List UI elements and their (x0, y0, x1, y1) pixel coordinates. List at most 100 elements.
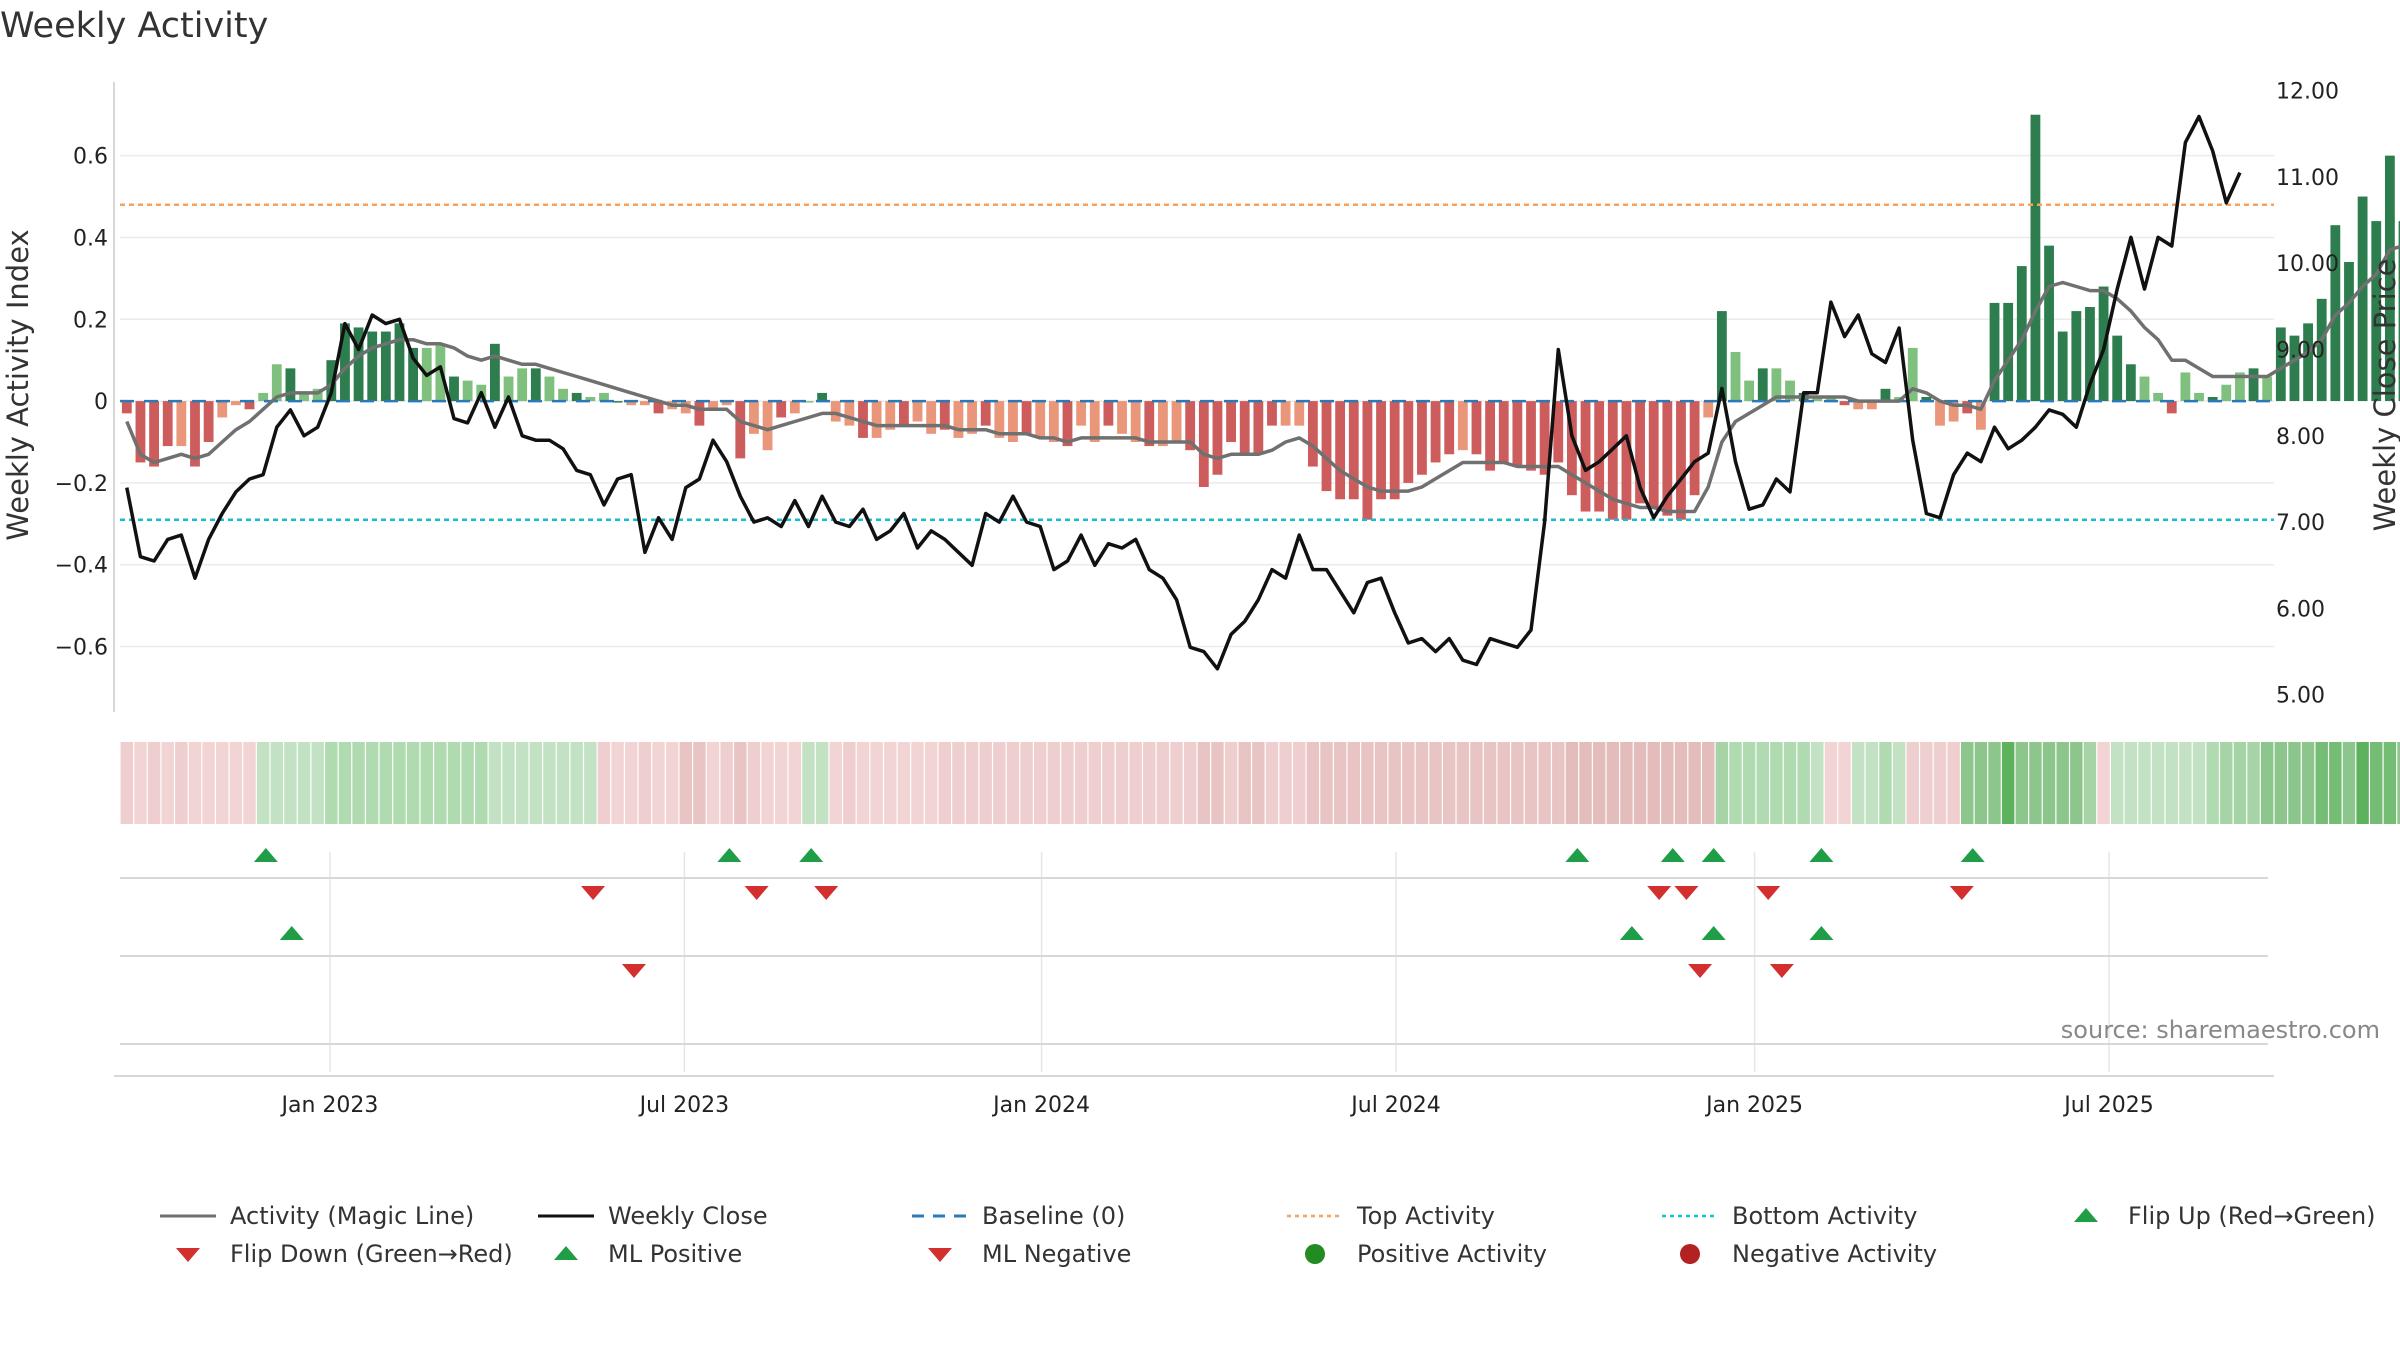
heatmap-cell (1783, 742, 1797, 824)
heatmap-cell (2138, 742, 2151, 824)
activity-bar (1853, 401, 1864, 410)
legend-label: ML Positive (608, 1240, 743, 1268)
flip-row-up-marker (1565, 848, 1590, 862)
heatmap-cell (1797, 742, 1810, 824)
activity-bar (1035, 401, 1046, 438)
activity-bar (2275, 327, 2286, 402)
heatmap-cell (1415, 742, 1429, 824)
activity-bar (1948, 401, 1959, 422)
heatmap-cell (1851, 742, 1865, 824)
legend-label: Flip Down (Green→Red) (230, 1240, 513, 1268)
activity-bar (517, 368, 528, 402)
heatmap-cell (556, 742, 570, 824)
activity-bar (1253, 401, 1264, 455)
activity-bar (271, 364, 282, 402)
activity-bar (1198, 401, 1209, 487)
activity-bar (1158, 401, 1168, 447)
chart-legend: Activity (Magic Line) Weekly Close Baselin… (160, 1202, 2380, 1278)
flip-row-down-marker (581, 886, 606, 900)
line-dotted-cyan-icon (1662, 1214, 1718, 1218)
activity-bar (1389, 401, 1400, 500)
x-tick-label: Jan 2025 (1704, 1093, 1803, 1118)
activity-bar (1580, 401, 1591, 512)
heatmap-cell (1552, 742, 1565, 824)
heatmap-cell (1456, 742, 1470, 824)
heatmap-cell (2220, 742, 2233, 824)
activity-bar (1280, 401, 1291, 426)
activity-bar (2344, 262, 2354, 402)
activity-bar (1117, 401, 1127, 434)
source-note: source: sharemaestro.com (2061, 1016, 2380, 1044)
heatmap-cell (1361, 742, 1374, 824)
heatmap-cell (870, 742, 883, 824)
activity-bar (121, 401, 132, 414)
heatmap-cell (352, 742, 365, 824)
triangle-down-red-icon (928, 1248, 952, 1262)
heatmap-cell (965, 742, 979, 824)
legend-item: ML Positive (538, 1240, 742, 1268)
activity-bar (408, 347, 419, 402)
activity-bar (1008, 401, 1018, 442)
activity-bar (762, 401, 773, 451)
heatmap-cell (1742, 742, 1756, 824)
activity-bar (680, 401, 691, 414)
heatmap-cell (1143, 742, 1156, 824)
heatmap-cell (720, 742, 733, 824)
heatmap-cell (1320, 742, 1333, 824)
activity-bar (1662, 401, 1673, 516)
heatmap-cell (1115, 742, 1129, 824)
heatmap-cell (2097, 742, 2110, 824)
heatmap-cell (884, 742, 897, 824)
heatmap-cell (1565, 742, 1579, 824)
heatmap-cell (2206, 742, 2219, 824)
axes: 0.6 0.4 0.2 0 −0.2 −0.4 −0.6 12.00 11.00 10.00 9.0… (55, 80, 2339, 712)
activity-bar (1089, 401, 1100, 442)
activity-bar (1703, 401, 1714, 418)
activity-bar (939, 401, 950, 430)
legend-row: Flip Down (Green→Red) ML Positive ML Negat… (160, 1240, 2380, 1278)
flip-row-up-marker (1809, 848, 1834, 862)
legend-item: Top Activity (1287, 1202, 1495, 1230)
activity-bar (1880, 388, 1891, 402)
heatmap-cell (1333, 742, 1347, 824)
heatmap-cell (1838, 742, 1851, 824)
heatmap-cell (1224, 742, 1238, 824)
activity-bar (994, 401, 1005, 438)
activity-bar (1103, 401, 1114, 426)
flip-row-down-marker (744, 886, 769, 900)
activity-bar (639, 401, 650, 406)
heatmap-cell (543, 742, 556, 824)
activity-bar (1076, 401, 1087, 426)
activity-bar (626, 401, 637, 406)
activity-bar (1485, 401, 1496, 471)
heatmap-cell (774, 742, 788, 824)
activity-bar (312, 388, 323, 402)
activity-bar (2303, 323, 2313, 402)
activity-bar (1635, 401, 1645, 504)
heatmap-cell (1674, 742, 1688, 824)
y-right-tick-label: 11.00 (2276, 166, 2339, 191)
activity-bar (1621, 401, 1632, 520)
flip-row-down-marker (1647, 886, 1672, 900)
legend-item: Negative Activity (1662, 1240, 1937, 1268)
activity-bar (1594, 401, 1605, 512)
activity-bar (708, 401, 718, 410)
heatmap-cell (2179, 742, 2192, 824)
heatmap-cell (1074, 742, 1088, 824)
heatmap-cell (147, 742, 161, 824)
activity-bar (135, 401, 146, 463)
heatmap-cell (1920, 742, 1933, 824)
heatmap-cell (2274, 742, 2288, 824)
heatmap-cell (420, 742, 433, 824)
heatmap-cell (625, 742, 638, 824)
activity-bar (1376, 401, 1386, 500)
heatmap-cell (747, 742, 761, 824)
activity-bar (735, 401, 746, 459)
heatmap-cell (1129, 742, 1142, 824)
heatmap-cell (2083, 742, 2097, 824)
activity-bar (1962, 401, 1973, 414)
activity-bar (1130, 401, 1141, 442)
heatmap-cell (1279, 742, 1292, 824)
heatmap-cell (2151, 742, 2165, 824)
heatmap-cell (1170, 742, 1183, 824)
